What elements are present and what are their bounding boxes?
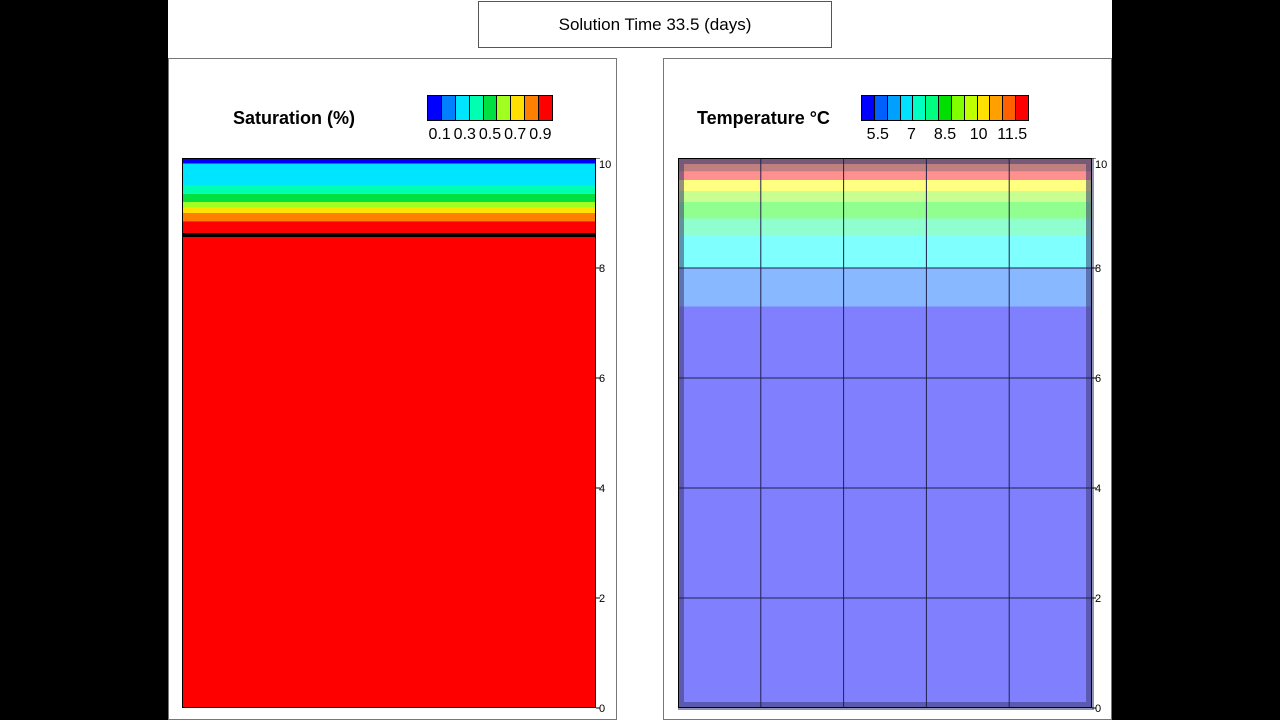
temperature-y-tick-label: 2	[1095, 593, 1101, 605]
saturation-colorbar	[427, 95, 553, 121]
temperature-plot: 0 2 4 6 8 10	[678, 158, 1107, 715]
temperature-band	[678, 235, 1092, 268]
saturation-band	[182, 202, 596, 208]
temperature-colorbar-label: 8.5	[933, 126, 957, 143]
temperature-band	[678, 171, 1092, 180]
temperature-colorbar-swatch	[900, 96, 914, 120]
temperature-band	[678, 268, 1092, 307]
temperature-colorbar-swatch	[977, 96, 991, 120]
saturation-colorbar-swatch	[539, 96, 553, 120]
saturation-band	[182, 185, 596, 194]
saturation-band	[182, 213, 596, 222]
temperature-y-tick-label: 8	[1095, 263, 1101, 275]
saturation-colorbar-swatch	[455, 96, 470, 120]
temperature-colorbar-swatch	[913, 96, 927, 120]
saturation-colorbar-label: 0.5	[478, 126, 502, 143]
temperature-edge-shade	[678, 158, 1094, 710]
temperature-colorbar-swatch	[926, 96, 940, 120]
saturation-y-tick-label: 6	[599, 373, 605, 385]
saturation-band	[182, 207, 596, 213]
temperature-y-tick-label: 6	[1095, 373, 1101, 385]
temperature-y-tick-label: 10	[1095, 159, 1107, 171]
temperature-colorbar-label: 10	[969, 126, 988, 143]
temperature-band	[678, 218, 1092, 235]
saturation-y-tick-label: 0	[599, 703, 605, 715]
temperature-colorbar-swatch	[1003, 96, 1017, 120]
temperature-colorbar-swatch	[874, 96, 888, 120]
temperature-band	[678, 202, 1092, 219]
saturation-colorbar-swatch	[483, 96, 498, 120]
saturation-colorbar-swatch	[469, 96, 484, 120]
saturation-colorbar-swatch	[525, 96, 540, 120]
temperature-band	[678, 306, 1092, 708]
temperature-colorbar-swatch	[862, 96, 875, 120]
temperature-colorbar-swatch	[990, 96, 1004, 120]
saturation-band	[182, 221, 596, 708]
temperature-legend-title: Temperature °C	[697, 108, 830, 128]
temperature-plot-frame	[678, 158, 1092, 708]
saturation-plot-frame	[182, 158, 596, 708]
saturation-colorbar-label: 0.3	[453, 126, 476, 143]
temperature-colorbar-swatch	[887, 96, 901, 120]
solution-time-title: Solution Time 33.5 (days)	[478, 1, 832, 48]
saturation-colorbar-label: 0.1	[428, 126, 451, 143]
temperature-band	[678, 180, 1092, 191]
saturation-y-tick-label: 4	[599, 483, 605, 495]
temperature-colorbar-swatch	[939, 96, 952, 120]
temperature-colorbar-swatch	[951, 96, 965, 120]
temperature-colorbar	[861, 95, 1029, 121]
saturation-colorbar-swatch	[428, 96, 442, 120]
temperature-colorbar-swatch	[1016, 96, 1028, 120]
solution-time-label: Solution Time 33.5 (days)	[558, 14, 752, 34]
saturation-colorbar-swatch	[441, 96, 456, 120]
temperature-colorbar-label: 5.5	[866, 126, 889, 143]
temperature-colorbar-label: 11.5	[997, 126, 1028, 143]
saturation-band	[182, 158, 596, 164]
saturation-band	[182, 193, 596, 202]
saturation-y-tick-label: 10	[599, 159, 611, 171]
saturation-plot: 0 2 4 6 8 10	[182, 158, 611, 715]
saturation-colorbar-label: 0.9	[529, 126, 552, 143]
temperature-y-tick-label: 4	[1095, 483, 1101, 495]
saturation-colorbar-swatch	[497, 96, 512, 120]
saturation-band	[182, 163, 596, 186]
temperature-y-tick-label: 0	[1095, 703, 1101, 715]
saturation-colorbar-swatch	[511, 96, 526, 120]
saturation-y-tick-label: 8	[599, 263, 605, 275]
temperature-colorbar-label: 7	[906, 126, 916, 143]
saturation-legend-title: Saturation (%)	[233, 108, 356, 128]
saturation-colorbar-label: 0.7	[504, 126, 527, 143]
saturation-y-tick-label: 2	[599, 593, 605, 605]
temperature-band	[678, 191, 1092, 202]
temperature-colorbar-swatch	[964, 96, 978, 120]
